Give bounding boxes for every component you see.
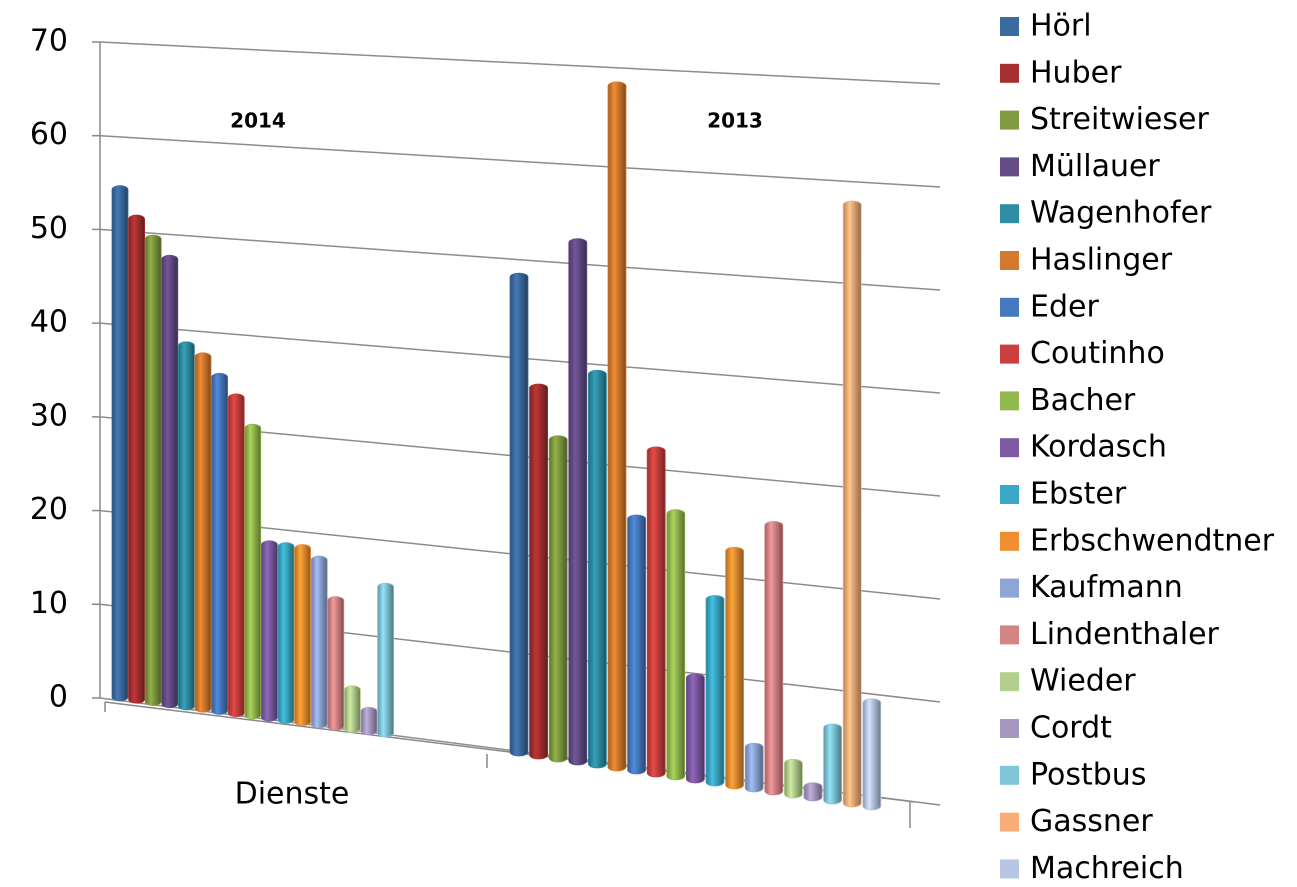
legend-swatch [1000,63,1019,83]
bar [161,254,179,709]
y-tick-label: 10 [30,586,68,621]
y-tick-label: 60 [30,117,68,152]
legend-swatch [1000,391,1019,411]
bar [310,555,328,729]
legend-label: Kordasch [1030,430,1167,465]
bar [227,393,245,718]
y-tick-label: 50 [30,211,68,246]
bar [666,509,686,781]
bar [144,234,162,706]
legend-label: Haslinger [1030,243,1173,278]
legend-label: Lindenthaler [1030,617,1220,652]
bar [377,582,394,738]
legend-label: Bacher [1030,383,1136,418]
legend-swatch [1000,344,1019,364]
legend-label: Eder [1030,289,1099,324]
y-tick-label: 40 [30,305,68,340]
legend-label: Hörl [1030,9,1092,44]
bar [764,521,784,796]
legend-label: Kaufmann [1030,570,1183,605]
bar [784,758,803,799]
bar [244,423,262,720]
y-tick-label: 70 [30,24,68,59]
bar [294,544,311,727]
bar [327,596,345,731]
bar [627,514,646,775]
legend-swatch [1000,719,1019,738]
bar [725,546,744,790]
y-tick-label: 20 [30,492,68,527]
legend-swatch [1000,110,1019,130]
grid-line [99,228,941,291]
legend-label: Wieder [1030,664,1136,699]
bar [509,272,529,757]
legend-swatch [1000,157,1019,177]
bar [686,673,705,784]
legend-swatch [1000,672,1019,692]
bar [548,435,568,763]
bar [862,698,882,811]
legend-label: Coutinho [1030,336,1165,371]
bar [261,540,278,722]
bar [705,595,725,787]
bar [803,782,823,802]
bar [111,185,129,702]
bar [607,81,627,772]
group-annotation: 2013 [707,109,763,133]
legend-swatch [1000,297,1019,317]
bar [194,352,212,713]
y-tick-label: 0 [49,680,68,715]
legend-label: Müllauer [1030,149,1160,184]
legend-swatch [1000,531,1019,551]
bar [178,341,195,711]
group-annotation: 2014 [230,109,286,133]
legend-swatch [1000,625,1019,645]
bar [128,214,145,704]
legend-label: Gassner [1030,804,1153,839]
legend-label: Postbus [1030,757,1146,792]
grid-line [99,134,941,188]
legend-swatch [1000,578,1019,598]
bar [646,446,666,778]
legend-label: Machreich [1030,851,1184,886]
bar [588,369,607,769]
bar [842,200,862,808]
x-category-label: Dienste [235,777,350,812]
legend-label: Wagenhofer [1030,196,1212,231]
legend-swatch [1000,251,1019,270]
bar [744,742,764,793]
bar [211,372,228,715]
legend-label: Ebster [1030,477,1127,512]
legend-swatch [1000,765,1019,785]
bar [277,542,295,724]
legend-swatch [1000,17,1019,36]
legend-swatch [1000,438,1019,458]
legend-label: Erbschwendtner [1030,523,1275,558]
legend-label: Streitwieser [1030,102,1209,137]
bar [529,383,548,760]
legend-swatch [1000,485,1019,504]
legend-swatch [1000,812,1019,832]
bar [568,238,588,766]
bar [344,685,361,733]
legend-swatch [1000,859,1019,879]
legend-swatch [1000,204,1019,224]
legend-label: Cordt [1030,711,1112,746]
y-tick-label: 30 [30,398,68,433]
grid-line [99,41,941,85]
bar [823,723,842,805]
bar [360,706,378,736]
legend-label: Huber [1030,55,1122,90]
